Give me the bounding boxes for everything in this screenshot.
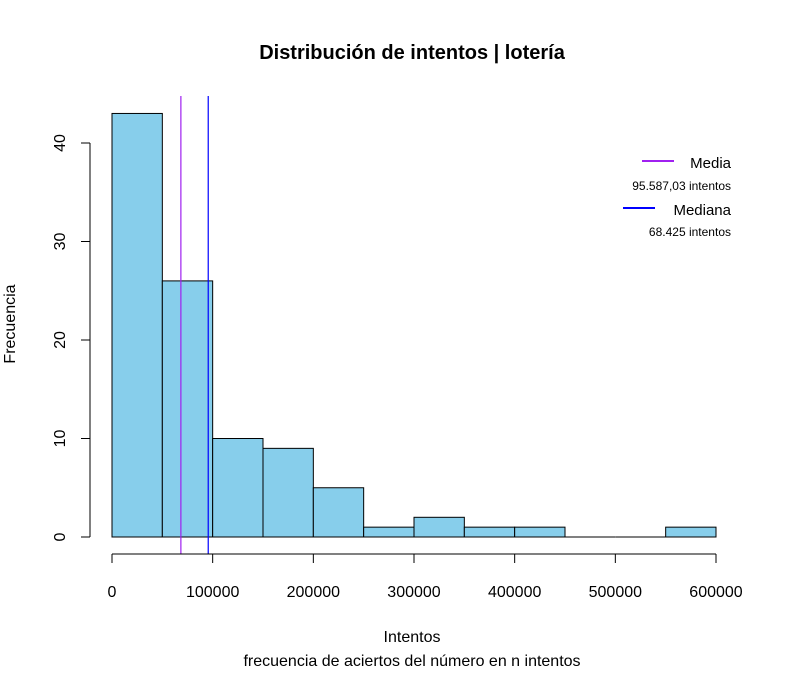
y-tick-label: 20 bbox=[52, 331, 69, 349]
y-axis-label: Frecuencia bbox=[2, 284, 19, 363]
x-tick-label: 600000 bbox=[689, 584, 742, 601]
legend: Media 95.587,03 intentos Mediana 68.425 … bbox=[623, 155, 732, 239]
histogram-bar bbox=[463, 526, 516, 538]
x-tick-label: 0 bbox=[108, 584, 117, 601]
legend-label-media: Media bbox=[690, 155, 732, 172]
x-axis-label: Intentos bbox=[384, 629, 441, 646]
histogram-bar bbox=[413, 516, 465, 538]
histogram-bar bbox=[363, 526, 415, 538]
histogram-bar bbox=[312, 487, 365, 538]
x-tick-label: 200000 bbox=[287, 584, 340, 601]
vlines-group bbox=[180, 96, 209, 554]
x-tick-label: 300000 bbox=[387, 584, 440, 601]
histogram-bar bbox=[262, 447, 314, 538]
x-axis: 0 100000 200000 300000 400000 500000 600000 bbox=[108, 553, 743, 601]
histogram-bar bbox=[212, 438, 264, 538]
y-tick-label: 30 bbox=[52, 233, 69, 251]
y-axis: 0 10 20 30 40 bbox=[52, 134, 91, 541]
legend-sublabel-mediana: 68.425 intentos bbox=[649, 225, 731, 239]
x-tick-label: 100000 bbox=[186, 584, 239, 601]
bars-group bbox=[111, 112, 717, 538]
x-axis-subtitle: frecuencia de aciertos del número en n i… bbox=[243, 653, 580, 670]
y-tick-label: 0 bbox=[52, 532, 69, 541]
histogram-bar bbox=[111, 112, 163, 538]
x-tick-label: 400000 bbox=[488, 584, 541, 601]
histogram-bar bbox=[514, 526, 566, 538]
x-tick-label: 500000 bbox=[589, 584, 642, 601]
y-tick-label: 40 bbox=[52, 134, 69, 152]
legend-sublabel-media: 95.587,03 intentos bbox=[632, 179, 731, 193]
histogram-bar bbox=[665, 526, 717, 538]
histogram-bar bbox=[161, 280, 214, 538]
y-tick-label: 10 bbox=[52, 430, 69, 448]
legend-label-mediana: Mediana bbox=[673, 202, 731, 219]
chart-title: Distribución de intentos | lotería bbox=[259, 42, 566, 64]
